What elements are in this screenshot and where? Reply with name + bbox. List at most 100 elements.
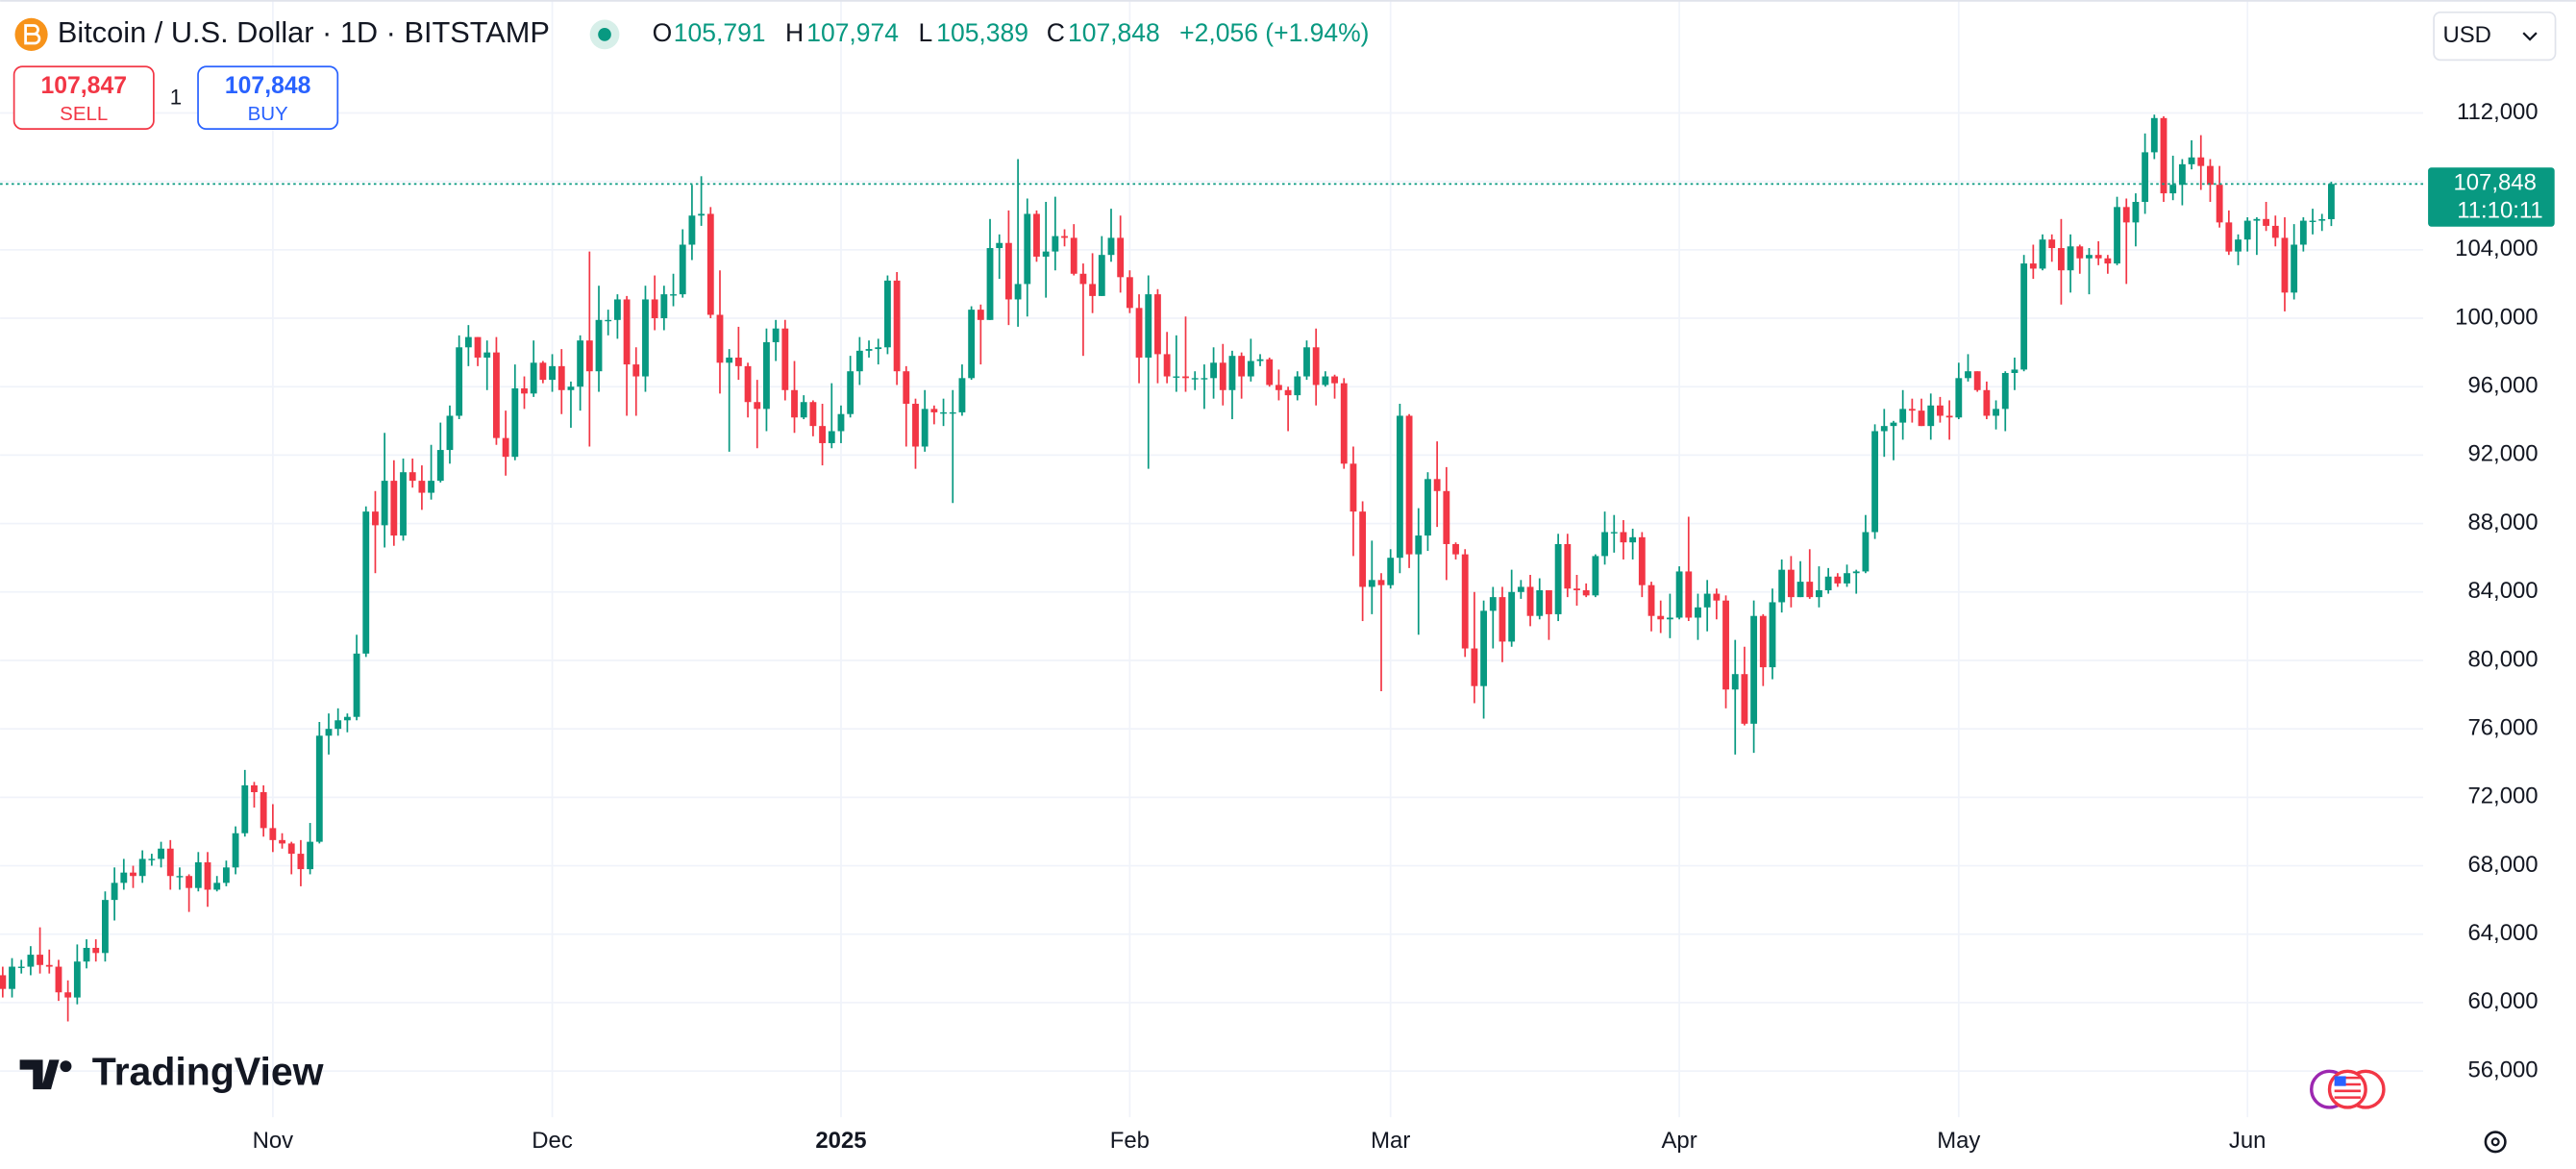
candle-body bbox=[483, 352, 491, 358]
candle-body bbox=[55, 966, 62, 993]
candle-body bbox=[9, 966, 15, 989]
buy-label: BUY bbox=[248, 103, 288, 125]
flag-stripes bbox=[2334, 1076, 2362, 1099]
y-tick-label: 80,000 bbox=[2467, 646, 2538, 672]
candle-body bbox=[744, 365, 752, 403]
candle-body bbox=[2188, 157, 2195, 164]
buy-price: 107,848 bbox=[225, 73, 311, 99]
plot bbox=[0, 114, 2423, 1022]
candle-body bbox=[549, 365, 556, 381]
candle-body bbox=[809, 402, 817, 427]
candle-body bbox=[632, 364, 640, 377]
candle-body bbox=[1945, 415, 1953, 418]
candle-body bbox=[1937, 405, 1944, 416]
candle-body bbox=[2011, 369, 2019, 373]
candle-body bbox=[502, 437, 509, 458]
candle-body bbox=[493, 352, 500, 438]
candle-body bbox=[1405, 415, 1413, 555]
candle-body bbox=[2132, 202, 2140, 223]
candle-body bbox=[2309, 220, 2316, 222]
candle-body bbox=[1703, 593, 1711, 608]
candle-body bbox=[651, 299, 658, 319]
candle-body bbox=[2235, 239, 2242, 252]
y-tick-label: 112,000 bbox=[2457, 99, 2539, 125]
y-tick-label: 72,000 bbox=[2467, 783, 2538, 809]
ohlc-value: 107,974 bbox=[806, 18, 899, 47]
candle-body bbox=[903, 371, 910, 405]
candle-body bbox=[1070, 237, 1077, 274]
candle-body bbox=[1266, 359, 1274, 386]
candle-body bbox=[679, 244, 686, 295]
candle-body bbox=[1750, 615, 1758, 724]
candle-body bbox=[1480, 610, 1488, 686]
x-tick-label: 2025 bbox=[815, 1128, 866, 1154]
candle-body bbox=[2001, 372, 2009, 410]
currency-select[interactable]: USD bbox=[2433, 11, 2557, 62]
candle-body bbox=[130, 872, 136, 877]
candle-body bbox=[837, 413, 845, 432]
candle-body bbox=[1647, 584, 1655, 616]
candle-body bbox=[1042, 251, 1050, 257]
candle-body bbox=[1312, 347, 1320, 386]
candle-body bbox=[1294, 376, 1301, 396]
candle-body bbox=[1629, 536, 1637, 543]
coin-glyph bbox=[24, 24, 41, 45]
candle-body bbox=[930, 409, 938, 412]
candle-body bbox=[2029, 263, 2037, 269]
candle-body bbox=[912, 404, 919, 447]
candle-body bbox=[111, 883, 118, 901]
sell-button[interactable]: 107,847 SELL bbox=[12, 65, 155, 131]
candle-body bbox=[949, 411, 956, 414]
buy-button[interactable]: 107,848 BUY bbox=[197, 65, 339, 131]
candle-body bbox=[706, 213, 714, 315]
candle-body bbox=[1322, 376, 1329, 386]
candle-body bbox=[1927, 405, 1935, 427]
candle-body bbox=[1769, 602, 1776, 668]
candle-body bbox=[1004, 242, 1012, 300]
candle-body bbox=[1852, 571, 1860, 574]
candle-body bbox=[968, 310, 976, 379]
candle-body bbox=[1126, 277, 1133, 309]
candle-body bbox=[1173, 376, 1180, 378]
candle-body bbox=[1089, 284, 1097, 296]
candle-body bbox=[27, 955, 35, 967]
candle-body bbox=[1210, 362, 1217, 379]
candle-body bbox=[2243, 220, 2251, 240]
candle-body bbox=[418, 481, 426, 493]
candle-body bbox=[1610, 532, 1618, 534]
candle-body bbox=[1182, 376, 1189, 379]
candle-body bbox=[287, 843, 295, 855]
candle-body bbox=[986, 248, 994, 320]
quantity: 1 bbox=[170, 85, 182, 109]
candle-body bbox=[1154, 294, 1161, 355]
countdown: 11:10:11 bbox=[2457, 198, 2543, 224]
sell-box bbox=[12, 65, 155, 131]
candle-body bbox=[2086, 255, 2093, 259]
ohlc-label: H bbox=[785, 18, 804, 47]
candle-body bbox=[1238, 356, 1246, 377]
candle-body bbox=[2160, 117, 2167, 194]
candle-body bbox=[1536, 590, 1544, 616]
candle-body bbox=[138, 858, 146, 877]
candle-body bbox=[1862, 532, 1870, 572]
y-tick-label: 64,000 bbox=[2467, 920, 2538, 946]
candle-body bbox=[1331, 376, 1338, 384]
settings-icon[interactable] bbox=[2484, 1131, 2507, 1154]
last-price-box bbox=[2428, 167, 2555, 227]
candle-body bbox=[1918, 410, 1925, 427]
candle-body bbox=[847, 371, 855, 414]
candle-body bbox=[2114, 207, 2120, 264]
candle-body bbox=[1573, 588, 1580, 591]
x-tick-label: Dec bbox=[532, 1128, 573, 1154]
candle-body bbox=[1973, 371, 1981, 390]
candle-body bbox=[213, 883, 221, 890]
candle-body bbox=[623, 299, 631, 365]
candle-body bbox=[1471, 648, 1478, 686]
y-tick-label: 84,000 bbox=[2467, 578, 2538, 604]
candle-body bbox=[353, 653, 360, 717]
candle-body bbox=[1526, 586, 1534, 616]
candle-body bbox=[2299, 220, 2307, 245]
candle-body bbox=[1824, 576, 1832, 591]
candle-body bbox=[1303, 347, 1310, 377]
candle-body bbox=[977, 310, 984, 320]
